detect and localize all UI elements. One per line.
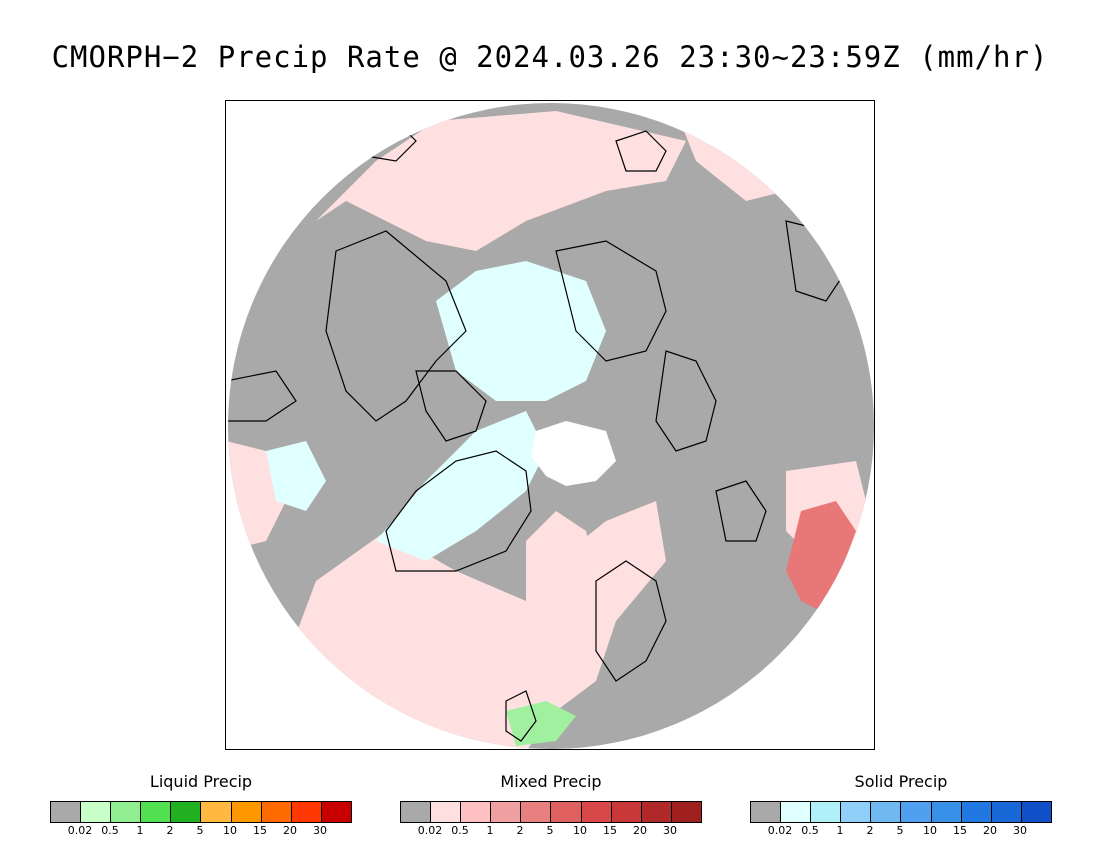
legend-swatch [461, 802, 492, 822]
legend-title: Solid Precip [854, 772, 948, 791]
legend-swatch [551, 802, 582, 822]
legend-swatch [521, 802, 552, 822]
legend-tick: 20 [283, 824, 297, 837]
legend-swatch [781, 802, 812, 822]
legend-swatch [581, 802, 612, 822]
legend-swatch [961, 802, 992, 822]
legend-tick: 0.02 [67, 824, 93, 837]
legend-tick: 20 [983, 824, 997, 837]
legend-tick: 30 [663, 824, 677, 837]
legend-swatch [291, 802, 322, 822]
legend-swatch [141, 802, 172, 822]
legend-tick: 30 [313, 824, 327, 837]
legend-tick: 15 [603, 824, 617, 837]
legend-swatch [201, 802, 232, 822]
mixed-precip-siberia-band [786, 501, 856, 611]
page-title: CMORPH−2 Precip Rate @ 2024.03.26 23:30~… [51, 40, 1049, 74]
missing-data-pole [531, 421, 616, 486]
legend-swatch [611, 802, 642, 822]
legend-tick: 2 [166, 824, 174, 837]
legend-tick: 0.5 [451, 824, 469, 837]
legend-tick: 2 [516, 824, 524, 837]
legend-tick: 1 [486, 824, 494, 837]
legend-swatch [751, 802, 782, 822]
coastlines [228, 120, 847, 742]
legend-tick: 0.02 [417, 824, 443, 837]
legend-tick: 1 [136, 824, 144, 837]
solid-precip-arctic-ocean [436, 261, 606, 401]
legend-swatch [841, 802, 872, 822]
legend-tick: 5 [896, 824, 904, 837]
legend-tick: 1 [836, 824, 844, 837]
legend-tick: 0.5 [801, 824, 819, 837]
legend-swatch [261, 802, 292, 822]
solid-precip-canada [266, 441, 326, 511]
legend-swatch [811, 802, 842, 822]
legend-liquid: Liquid Precip 0.02 0.5 1 2 5 10 15 20 30 [50, 772, 352, 838]
legend-swatch [431, 802, 462, 822]
legend-swatch [671, 802, 701, 822]
legend-tick: 2 [866, 824, 874, 837]
legend-tick: 30 [1013, 824, 1027, 837]
legend-tick: 10 [223, 824, 237, 837]
mixed-precip-norway-sea [526, 511, 596, 661]
polar-map-svg [228, 103, 874, 749]
legend-color-bar [400, 801, 702, 823]
legend-tick: 20 [633, 824, 647, 837]
legend-swatch [491, 802, 522, 822]
legend-swatch [1021, 802, 1051, 822]
legend-tick: 0.02 [767, 824, 793, 837]
legend-tick: 0.5 [101, 824, 119, 837]
legend-title: Liquid Precip [149, 772, 253, 791]
legend-color-bar [50, 801, 352, 823]
legend-tick: 10 [923, 824, 937, 837]
legend-swatch [641, 802, 672, 822]
legend-tick: 5 [196, 824, 204, 837]
map-disk [228, 103, 874, 749]
legend-swatch [51, 802, 82, 822]
legend-swatch [111, 802, 142, 822]
legend-tick: 15 [253, 824, 267, 837]
legend-title: Mixed Precip [500, 772, 602, 791]
legend-color-bar [750, 801, 1052, 823]
legend-tick-labels: 0.02 0.5 1 2 5 10 15 20 30 [400, 824, 700, 838]
legend-swatch [991, 802, 1022, 822]
legend-tick: 5 [546, 824, 554, 837]
legend-solid: Solid Precip 0.02 0.5 1 2 5 10 15 20 30 [750, 772, 1052, 838]
legend-tick-labels: 0.02 0.5 1 2 5 10 15 20 30 [750, 824, 1050, 838]
legend-tick: 15 [953, 824, 967, 837]
precip-map [225, 100, 875, 750]
mixed-precip-northwest [316, 111, 686, 251]
legend-mixed: Mixed Precip 0.02 0.5 1 2 5 10 15 20 30 [400, 772, 702, 838]
legend-swatch [931, 802, 962, 822]
legend-swatch [321, 802, 351, 822]
legend-tick-labels: 0.02 0.5 1 2 5 10 15 20 30 [50, 824, 350, 838]
legend-swatch [901, 802, 932, 822]
legend-swatch [231, 802, 262, 822]
legend-swatch [171, 802, 202, 822]
solid-precip-greenland [376, 411, 546, 561]
legend-tick: 10 [573, 824, 587, 837]
legend-swatch [401, 802, 432, 822]
legend-swatch [81, 802, 112, 822]
legend-swatch [871, 802, 902, 822]
liquid-precip-europe [506, 701, 576, 746]
